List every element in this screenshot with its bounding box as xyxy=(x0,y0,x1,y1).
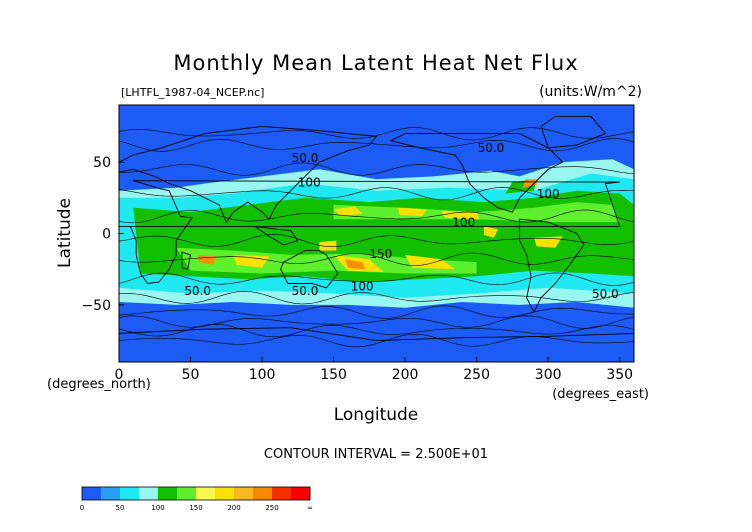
y-tick-label: 0 xyxy=(102,227,111,243)
colorbar-swatch xyxy=(272,487,292,500)
flux-region xyxy=(345,259,366,270)
contour-line xyxy=(119,305,634,319)
contour-line xyxy=(119,127,634,141)
contour-label: 50.0 xyxy=(184,284,211,298)
colorbar: 0 50 100 150 200 250 ∞ xyxy=(80,486,313,512)
x-tick-label: 50 xyxy=(182,367,200,383)
colorbar-swatch xyxy=(139,487,159,500)
land-outline xyxy=(181,251,192,270)
y-tick-label: 50 xyxy=(93,155,111,171)
contour-label: 100 xyxy=(452,215,475,229)
contour-label: 50.0 xyxy=(478,141,505,155)
contour-line xyxy=(119,323,634,338)
contour-label: 50.0 xyxy=(292,151,319,165)
x-tick-label: 100 xyxy=(249,367,276,383)
land-outline xyxy=(280,250,339,289)
colorbar-swatch xyxy=(196,487,216,500)
colorbar-frame xyxy=(81,486,311,501)
colorbar-tick-label: 0 xyxy=(80,504,84,512)
x-axis-label: Longitude xyxy=(334,405,419,425)
contour-line xyxy=(119,291,634,305)
flux-region xyxy=(233,254,270,268)
x-tick-label: 350 xyxy=(606,367,633,383)
contour-line xyxy=(119,209,634,224)
contour-label: 100 xyxy=(298,175,321,189)
contour-line xyxy=(119,233,634,248)
contour-label: 50.0 xyxy=(292,284,319,298)
plot-area: 50.0 50.0 100 100 100 150 50.0 50.0 100 50.0 xyxy=(119,105,634,362)
contour-label: 100 xyxy=(351,280,374,294)
x-tick-label: 150 xyxy=(320,367,347,383)
x-tick-label: 250 xyxy=(463,367,490,383)
contour-line xyxy=(119,315,634,329)
contour-line xyxy=(119,187,634,201)
land-outline xyxy=(119,180,621,284)
land-outline xyxy=(119,327,634,362)
y-tick-label: −50 xyxy=(81,298,111,314)
units-label: (units:W/m^2) xyxy=(539,84,642,100)
contour-label: 100 xyxy=(537,187,560,201)
flux-region xyxy=(333,202,620,223)
chart-title: Monthly Mean Latent Heat Net Flux xyxy=(173,51,578,75)
colorbar-swatch xyxy=(234,487,254,500)
x-tick-label: 200 xyxy=(392,367,419,383)
colorbar-swatch xyxy=(120,487,140,500)
contour-line xyxy=(119,162,634,176)
flux-region xyxy=(522,179,537,188)
contour-label: 150 xyxy=(369,247,392,261)
colorbar-tick-label: 50 xyxy=(116,504,125,512)
flux-region xyxy=(176,247,477,274)
x-unit-label: (degrees_east) xyxy=(552,387,649,402)
land-outline xyxy=(389,133,564,213)
colorbar-swatch xyxy=(101,487,121,500)
contour-line xyxy=(119,272,634,286)
colorbar-tick-label: 200 xyxy=(227,504,240,512)
colorbar-tick-label: 250 xyxy=(265,504,278,512)
contour-label: 50.0 xyxy=(592,287,619,301)
y-axis-label: Latitude xyxy=(55,198,75,268)
contour-line xyxy=(119,252,634,266)
land-outline xyxy=(519,218,585,314)
colorbar-swatch xyxy=(215,487,235,500)
flux-region xyxy=(319,240,337,251)
flux-region xyxy=(483,226,499,238)
contour-line xyxy=(119,333,634,348)
contour-interval-label: CONTOUR INTERVAL = 2.500E+01 xyxy=(264,447,488,462)
land-outline xyxy=(119,125,378,224)
colorbar-tick-label: ∞ xyxy=(307,504,313,512)
flux-region xyxy=(533,236,563,248)
flux-region xyxy=(398,207,427,217)
y-unit-label: (degrees_north) xyxy=(47,377,151,392)
x-tick-label: 300 xyxy=(535,367,562,383)
colorbar-swatch xyxy=(177,487,197,500)
x-tick-label: 0 xyxy=(115,367,124,383)
land-outline xyxy=(540,115,607,149)
colorbar-swatch xyxy=(158,487,178,500)
colorbar-tick-label: 150 xyxy=(189,504,202,512)
contour-line xyxy=(119,138,634,152)
colorbar-swatch xyxy=(253,487,273,500)
colorbar-swatch xyxy=(291,487,311,500)
flux-region xyxy=(333,206,363,217)
file-label: [LHTFL_1987-04_NCEP.nc] xyxy=(121,86,264,99)
colorbar-tick-label: 100 xyxy=(151,504,164,512)
land-outline xyxy=(254,225,299,246)
colorbar-swatch xyxy=(82,487,102,500)
flux-region xyxy=(440,210,480,220)
